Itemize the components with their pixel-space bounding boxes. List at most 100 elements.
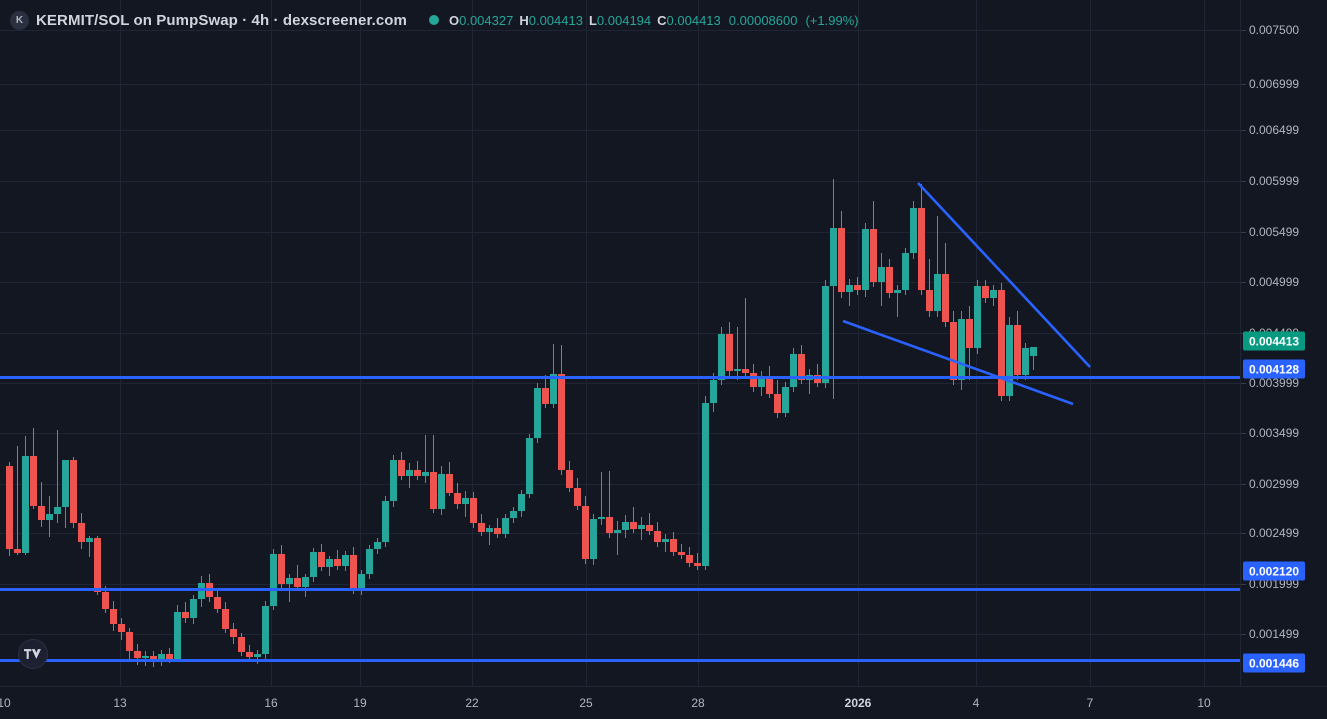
candle-body (854, 284, 861, 291)
candle-body (46, 513, 53, 521)
candle-body (606, 517, 613, 533)
tick-mark (1241, 484, 1246, 485)
candle-body (438, 473, 445, 509)
candle-body (702, 403, 709, 566)
candle-wick (809, 369, 810, 394)
candle-wick (649, 512, 650, 536)
time-tick-label: 10 (0, 696, 11, 710)
candle-body (822, 286, 829, 384)
candle-body (414, 469, 421, 476)
candle-wick (489, 524, 490, 545)
price-line[interactable] (0, 659, 1240, 663)
tick-mark (1241, 181, 1246, 182)
horizontal-gridline (0, 232, 1240, 233)
candle-body (350, 555, 357, 589)
candle-body (654, 530, 661, 543)
candle-body (982, 286, 989, 298)
candle-wick (697, 553, 698, 570)
candle-wick (601, 471, 602, 525)
candle-body (1022, 348, 1029, 375)
horizontal-gridline (0, 484, 1240, 485)
candle-body (926, 290, 933, 312)
candle-body (566, 469, 573, 488)
candle-body (462, 498, 469, 505)
tradingview-logo[interactable] (18, 639, 48, 669)
time-tick-label: 4 (972, 696, 980, 710)
candle-body (62, 460, 69, 507)
candle-body (694, 562, 701, 566)
candle-body (678, 551, 685, 556)
time-axis[interactable]: 10 13 16 19 22 25 28 2026 4 7 10 (0, 686, 1327, 719)
candle-body (494, 527, 501, 535)
tick-mark (1241, 634, 1246, 635)
trendline-overlay (842, 182, 1091, 406)
candle-body (334, 559, 341, 566)
ohlc-open-label: O (448, 12, 460, 28)
chart-legend: K KERMIT/SOL on PumpSwap · 4h · dexscree… (10, 9, 859, 31)
price-tick-label: 0.003999 (1241, 376, 1299, 390)
candle-wick (57, 429, 58, 524)
candle-body (70, 460, 77, 524)
candle-body (750, 372, 757, 388)
candle-body (974, 286, 981, 349)
horizontal-gridline (0, 433, 1240, 434)
candle-body (470, 498, 477, 524)
candle-body (510, 510, 517, 519)
candle-body (614, 529, 621, 533)
candle-body (902, 253, 909, 291)
candle-body (646, 524, 653, 531)
tick-mark (1241, 30, 1246, 31)
candle-body (638, 524, 645, 529)
candle-wick (41, 482, 42, 527)
tick-mark (1241, 282, 1246, 283)
candle-body (598, 517, 605, 520)
candle-body (54, 506, 61, 514)
candle-body (422, 471, 429, 476)
candle-body (878, 267, 885, 282)
price-line-badge-2[interactable]: 0.002120 (1243, 561, 1306, 581)
candle-body (254, 654, 261, 658)
candle-body (766, 377, 773, 394)
falling-wedge-upper[interactable] (917, 182, 1091, 368)
live-status-dot (428, 15, 439, 25)
candle-body (478, 523, 485, 532)
candle-body (710, 379, 717, 404)
symbol-title[interactable]: KERMIT/SOL on PumpSwap · 4h · dexscreene… (36, 11, 407, 29)
chart-plot-area[interactable] (0, 0, 1240, 686)
horizontal-gridline (0, 130, 1240, 131)
candle-wick (617, 521, 618, 556)
candle-body (30, 455, 37, 506)
candle-body (558, 373, 565, 470)
horizontal-gridline (0, 181, 1240, 182)
candle-body (526, 437, 533, 494)
price-axis[interactable]: 0.007500 0.006999 0.006499 0.005999 0.005499… (1240, 0, 1327, 686)
candle-body (846, 284, 853, 293)
candle-wick (145, 651, 146, 666)
candle-body (454, 492, 461, 505)
tick-mark (1241, 232, 1246, 233)
candle-body (158, 654, 165, 662)
candle-body (1006, 325, 1013, 396)
candle-body (286, 578, 293, 584)
price-tick-label: 0.005499 (1241, 225, 1299, 239)
candle-wick (745, 297, 746, 378)
price-line[interactable] (0, 587, 1240, 591)
price-line[interactable] (0, 375, 1240, 379)
candle-body (94, 538, 101, 593)
candle-body (102, 592, 109, 609)
candle-body (830, 227, 837, 286)
ohlc-close-value: 0.004413 (666, 12, 721, 28)
price-line-badge-3[interactable]: 0.001446 (1243, 653, 1306, 673)
candle-body (782, 387, 789, 413)
falling-wedge-lower[interactable] (842, 319, 1074, 406)
price-line-badge-1[interactable]: 0.004128 (1243, 359, 1306, 379)
price-tick-label: 0.006499 (1241, 123, 1299, 137)
change-percent: (+1.99%) (805, 12, 859, 28)
horizontal-gridline (0, 584, 1240, 585)
last-price-badge[interactable]: 0.004413 (1243, 331, 1306, 351)
horizontal-gridline (0, 634, 1240, 635)
candle-wick (737, 327, 738, 380)
candle-body (294, 578, 301, 587)
candle-body (110, 608, 117, 624)
candle-body (966, 318, 973, 349)
